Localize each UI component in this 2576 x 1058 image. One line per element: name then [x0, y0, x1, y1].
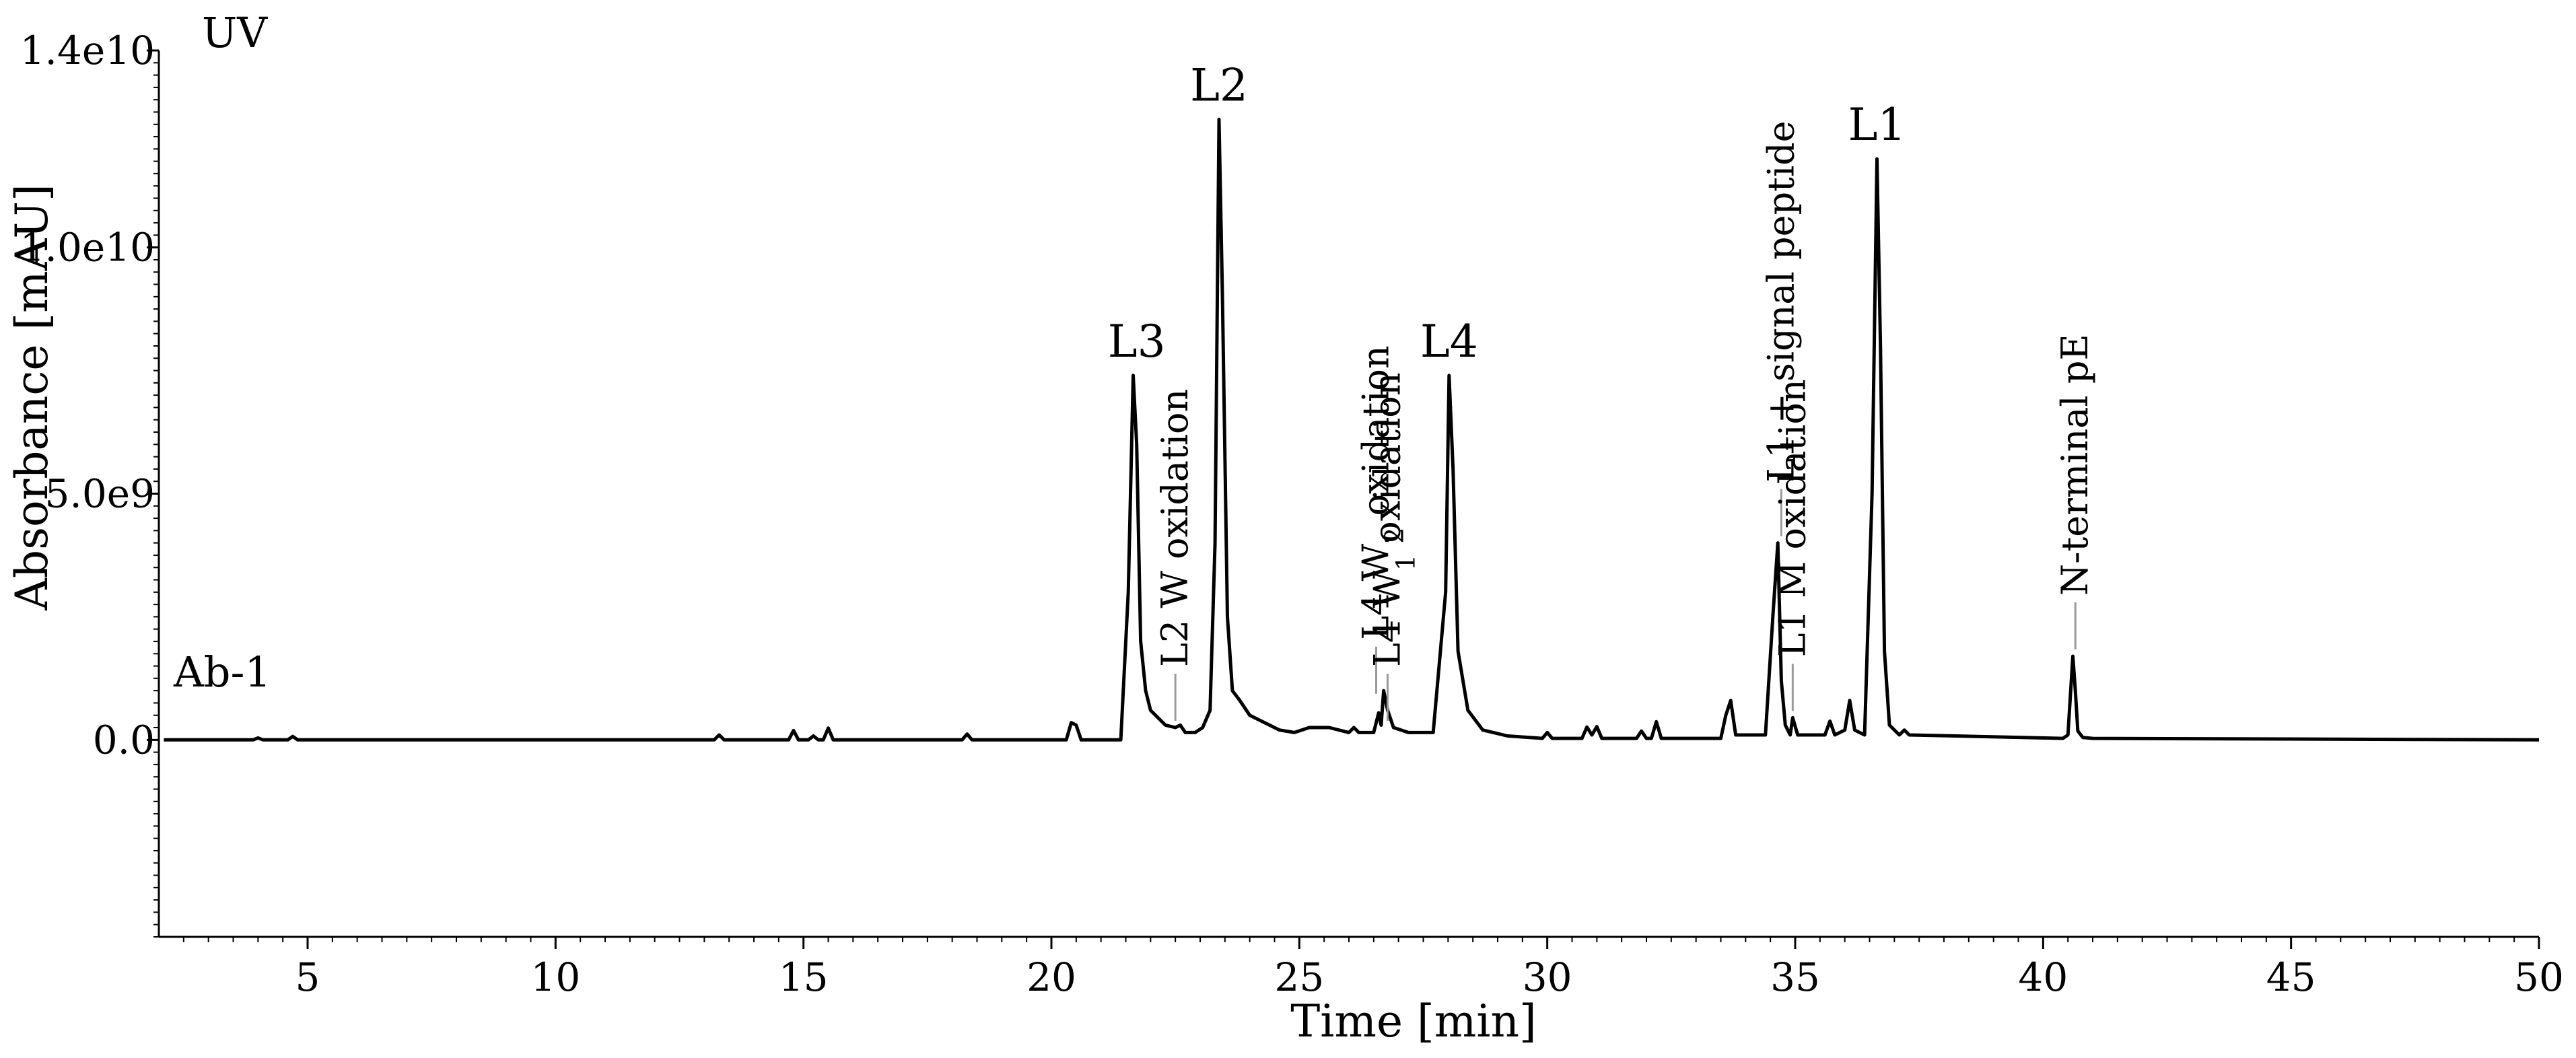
annotation-label: L4 W2 oxidation [1355, 345, 1409, 640]
x-tick-label: 20 [1026, 954, 1076, 1000]
y-tick-label: 1.0e10 [20, 225, 155, 271]
major-ticks [147, 49, 2540, 949]
annotation-label: L4 W1 oxidation [1366, 373, 1421, 668]
trace-name-label: Ab-1 [173, 647, 271, 697]
annotation-label: L1 M oxidation [1771, 379, 1813, 657]
x-axis-title: Time [min] [1290, 995, 1536, 1047]
x-tick-label: 5 [295, 954, 320, 1000]
y-axis-title: Absorbance [mAU] [6, 184, 58, 611]
annotation-label: L2 W oxidation [1154, 389, 1196, 667]
peak-label: L2 [1190, 59, 1248, 111]
peak-label: L3 [1108, 316, 1166, 367]
minor-ticks [153, 50, 2515, 942]
uv-label: UV [202, 8, 268, 57]
tick-labels: 5 10 15 20 25 30 35 40 45 50 0.0 5.0e9 1.0e10 1.4e10 [20, 28, 2564, 1000]
trace-layer [164, 117, 2540, 742]
x-tick-label: 25 [1274, 954, 1324, 1000]
x-tick-label: 15 [779, 954, 829, 1000]
peak-label: L1 [1848, 99, 1906, 151]
axes [158, 50, 2539, 938]
x-tick-label: 50 [2514, 954, 2564, 1000]
annotation-layer: L3 L2 L4 L1 L2 W oxidation L4 W2 oxidationL4 … [1108, 59, 2096, 721]
x-tick-label: 40 [2018, 954, 2068, 1000]
chromatogram-trace [164, 117, 2540, 742]
x-tick-label: 35 [1770, 954, 1820, 1000]
x-tick-label: 10 [530, 954, 580, 1000]
y-tick-label: 5.0e9 [45, 471, 155, 517]
annotation-label: N-terminal pE [2054, 334, 2096, 596]
x-tick-label: 45 [2266, 954, 2316, 1000]
y-tick-label: 1.4e10 [20, 28, 155, 73]
y-tick-label: 0.0 [93, 717, 155, 763]
peak-label: L4 [1420, 316, 1478, 367]
x-tick-label: 30 [1523, 954, 1572, 1000]
annotation-label: L1 + signal peptide [1760, 120, 1802, 482]
